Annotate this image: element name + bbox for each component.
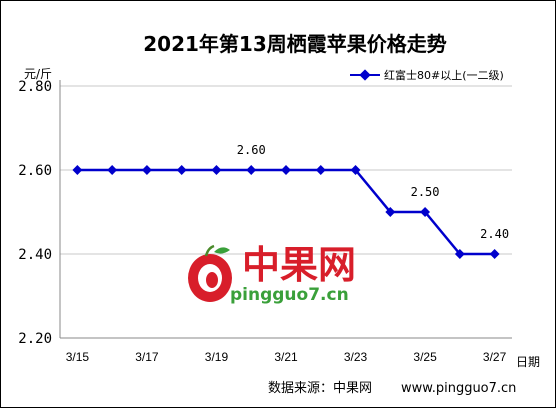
x-tick-label: 3/27 bbox=[483, 350, 507, 364]
data-point bbox=[141, 165, 152, 175]
x-tick-label: 3/17 bbox=[135, 350, 159, 364]
data-point bbox=[350, 165, 361, 175]
source-url: www.pingguo7.cn bbox=[401, 381, 516, 396]
data-point bbox=[385, 207, 396, 217]
legend-label: 红富士80#以上(一二级) bbox=[384, 68, 504, 82]
data-point bbox=[72, 165, 83, 175]
data-point bbox=[281, 165, 291, 175]
data-point bbox=[454, 249, 465, 259]
data-point bbox=[246, 165, 257, 175]
plot-area: 2.80 2.60 2.40 2.20 3/15 3/17 3/19 3/21 3/23 3/25… bbox=[18, 79, 512, 364]
data-point bbox=[489, 249, 500, 259]
x-tick-label: 3/25 bbox=[413, 350, 437, 364]
data-point bbox=[420, 207, 431, 217]
x-tick-label: 3/15 bbox=[66, 350, 90, 364]
watermark-url: pingguo7.cn bbox=[230, 285, 349, 305]
source-label: 数据来源：中果网 bbox=[268, 381, 372, 396]
watermark: 中果网 pingguo7.cn bbox=[188, 243, 356, 305]
y-tick-label: 2.60 bbox=[18, 163, 52, 179]
y-tick-label: 2.80 bbox=[18, 79, 52, 95]
data-label: 2.40 bbox=[480, 227, 509, 241]
x-tick-label: 3/19 bbox=[205, 350, 229, 364]
y-tick-label: 2.40 bbox=[18, 247, 52, 263]
x-tick-label: 3/21 bbox=[274, 350, 298, 364]
apple-logo-icon bbox=[188, 244, 232, 302]
series-line bbox=[77, 168, 495, 256]
data-point bbox=[107, 165, 118, 175]
legend-marker bbox=[359, 69, 371, 81]
x-tick-label: 3/23 bbox=[344, 350, 368, 364]
y-axis-unit-label: 元/斤 bbox=[24, 67, 52, 81]
data-label: 2.60 bbox=[237, 143, 266, 157]
data-point bbox=[176, 165, 187, 175]
watermark-brand: 中果网 bbox=[242, 243, 356, 287]
data-point bbox=[211, 165, 222, 175]
x-axis-label: 日期 bbox=[516, 355, 540, 369]
chart-title: 2021年第13周栖霞苹果价格走势 bbox=[143, 32, 447, 56]
y-tick-label: 2.20 bbox=[18, 331, 52, 347]
legend: 红富士80#以上(一二级) bbox=[350, 68, 504, 82]
data-point bbox=[315, 165, 326, 175]
data-label: 2.50 bbox=[411, 185, 440, 199]
